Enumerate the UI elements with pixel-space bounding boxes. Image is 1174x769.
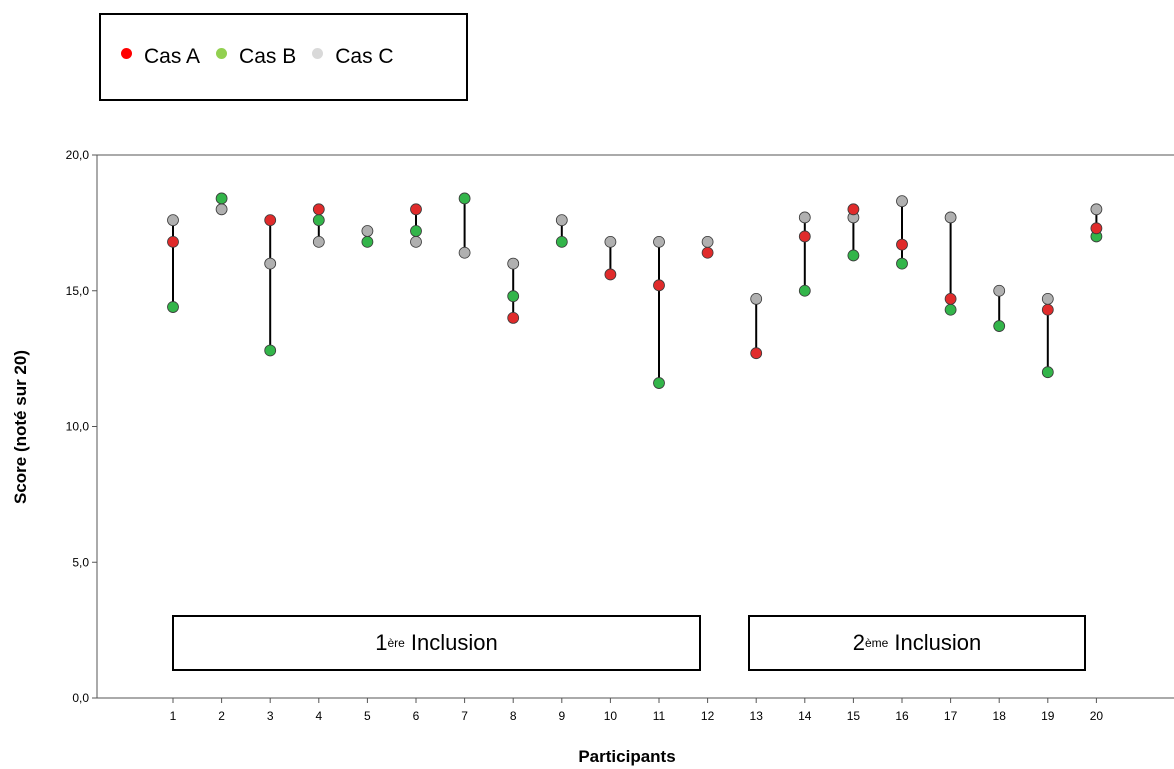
point-cas-a-participant-19 — [1041, 303, 1054, 316]
legend-dot-cas-c — [312, 47, 324, 59]
y-tick-label: 0,0 — [72, 691, 89, 705]
legend: Cas A Cas B Cas C — [99, 13, 468, 101]
point-cas-b-participant-3 — [264, 344, 277, 357]
annotation-inclusion-1-text: Inclusion — [404, 630, 498, 655]
y-tick-label: 5,0 — [72, 555, 89, 569]
legend-dot-cas-b — [216, 47, 228, 59]
x-tick-label: 18 — [993, 709, 1007, 723]
x-tick-label: 6 — [413, 709, 420, 723]
x-tick-label: 13 — [750, 709, 764, 723]
x-tick-label: 15 — [847, 709, 861, 723]
point-cas-b-participant-19 — [1041, 366, 1054, 379]
point-cas-c-participant-3 — [264, 257, 277, 270]
point-cas-a-participant-10 — [604, 268, 617, 281]
point-cas-b-participant-1 — [167, 301, 179, 313]
x-tick-label: 7 — [461, 709, 468, 723]
y-axis-title: Score (noté sur 20) — [11, 350, 30, 504]
point-cas-c-participant-12 — [701, 235, 714, 248]
x-tick-label: 1 — [170, 709, 177, 723]
x-tick-label: 12 — [701, 709, 715, 723]
annotation-inclusion-2: 2 ème Inclusion — [748, 615, 1086, 671]
y-tick-label: 10,0 — [66, 420, 90, 434]
x-tick-label: 8 — [510, 709, 517, 723]
point-cas-c-participant-7 — [458, 246, 471, 259]
point-cas-c-participant-5 — [361, 225, 374, 237]
x-tick-label: 9 — [558, 709, 565, 723]
point-cas-a-participant-3 — [264, 214, 277, 227]
point-cas-a-participant-16 — [896, 238, 908, 251]
point-cas-a-participant-6 — [410, 203, 422, 216]
annotation-inclusion-2-text: Inclusion — [888, 630, 982, 655]
point-cas-c-participant-8 — [507, 257, 520, 270]
point-cas-a-participant-20 — [1090, 222, 1103, 235]
legend-label-cas-a: Cas A — [144, 45, 201, 68]
point-cas-c-participant-20 — [1090, 203, 1103, 216]
annotation-inclusion-2-prefix: 2 — [852, 630, 865, 655]
annotation-inclusion-1: 1 ère Inclusion — [172, 615, 701, 671]
legend-label-cas-b: Cas B — [239, 45, 297, 68]
point-cas-b-participant-6 — [410, 225, 422, 237]
point-cas-c-participant-6 — [410, 235, 422, 248]
point-cas-c-participant-18 — [993, 284, 1006, 297]
point-cas-c-participant-11 — [653, 235, 665, 248]
annotation-inclusion-1-sup: ère — [387, 636, 405, 650]
point-cas-a-participant-8 — [507, 311, 520, 324]
point-cas-a-participant-15 — [847, 203, 860, 216]
point-cas-b-participant-7 — [458, 192, 471, 205]
point-cas-b-participant-4 — [312, 214, 325, 227]
x-tick-label: 10 — [604, 709, 618, 723]
point-cas-a-participant-13 — [750, 347, 763, 360]
x-tick-label: 2 — [218, 709, 225, 723]
point-cas-c-participant-10 — [604, 235, 617, 248]
point-cas-c-participant-19 — [1041, 292, 1054, 305]
point-cas-b-participant-5 — [361, 235, 374, 248]
annotation-inclusion-2-sup: ème — [864, 636, 889, 650]
point-cas-c-participant-2 — [215, 203, 228, 216]
point-cas-a-participant-4 — [312, 203, 325, 216]
legend-item-cas-a: Cas A — [121, 45, 200, 69]
point-cas-b-participant-16 — [896, 257, 908, 270]
point-cas-c-participant-16 — [896, 195, 908, 208]
point-cas-c-participant-1 — [167, 214, 179, 227]
point-cas-a-participant-11 — [653, 279, 665, 292]
point-cas-a-participant-14 — [798, 230, 811, 243]
point-cas-c-participant-4 — [312, 235, 325, 248]
annotation-inclusion-1-prefix: 1 — [375, 630, 388, 655]
point-cas-b-participant-8 — [507, 290, 520, 303]
point-cas-b-participant-2 — [215, 192, 228, 205]
point-cas-c-participant-9 — [555, 214, 568, 227]
point-cas-a-participant-1 — [167, 235, 179, 248]
x-tick-label: 14 — [798, 709, 812, 723]
y-tick-label: 15,0 — [66, 284, 90, 298]
point-cas-b-participant-17 — [944, 303, 957, 316]
point-cas-c-participant-13 — [750, 292, 763, 305]
x-tick-label: 4 — [315, 709, 322, 723]
x-tick-label: 16 — [895, 709, 909, 723]
point-cas-a-participant-17 — [944, 292, 957, 305]
x-tick-label: 17 — [944, 709, 958, 723]
x-tick-label: 20 — [1090, 709, 1104, 723]
x-tick-label: 5 — [364, 709, 371, 723]
x-axis-title: Participants — [578, 747, 675, 766]
x-tick-label: 3 — [267, 709, 274, 723]
point-cas-b-participant-14 — [798, 284, 811, 297]
point-cas-b-participant-18 — [993, 320, 1006, 332]
point-cas-c-participant-14 — [798, 211, 811, 224]
legend-label-cas-c: Cas C — [335, 45, 394, 68]
x-tick-label: 11 — [653, 709, 666, 723]
point-cas-c-participant-17 — [944, 211, 957, 224]
y-tick-label: 20,0 — [66, 148, 90, 162]
x-tick-label: 19 — [1041, 709, 1055, 723]
point-cas-b-participant-15 — [847, 249, 860, 262]
point-cas-b-participant-11 — [653, 377, 665, 389]
point-cas-a-participant-12 — [701, 246, 714, 259]
legend-item-cas-c: Cas C — [312, 45, 394, 69]
legend-dot-cas-a — [121, 47, 132, 59]
point-cas-b-participant-9 — [555, 235, 568, 248]
legend-item-cas-b: Cas B — [216, 45, 296, 69]
